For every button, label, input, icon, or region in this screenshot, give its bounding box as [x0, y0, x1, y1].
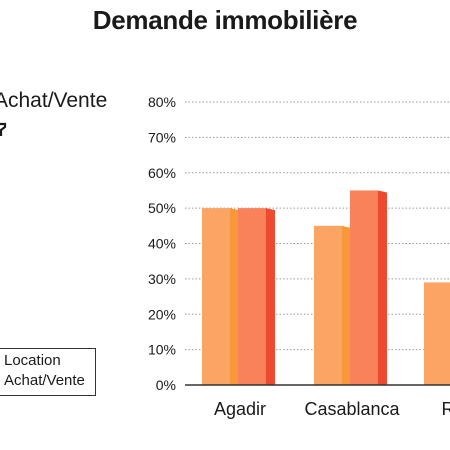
bar-r-location — [424, 282, 450, 385]
chart-title: Demande immobilière — [92, 5, 358, 35]
legend-item-location: Location — [4, 352, 61, 369]
bars — [202, 190, 450, 385]
category-labels: Agadir Casablanca R — [214, 399, 450, 419]
y-tick-label: 20% — [148, 306, 176, 322]
legend-item-achat-vente: Achat/Vente — [4, 372, 85, 389]
bar-agadir-location — [202, 208, 239, 385]
bar-front — [350, 190, 378, 385]
y-tick-label: 0% — [156, 377, 176, 393]
bar-agadir-achat-vente — [238, 208, 275, 385]
legend-side-mark-icon — [0, 122, 7, 136]
bar-side — [342, 225, 351, 385]
y-tick-label: 70% — [148, 129, 176, 145]
y-tick-label: 80% — [148, 94, 176, 110]
bar-front — [314, 225, 342, 385]
bar-front — [238, 208, 266, 385]
y-tick-label: 30% — [148, 271, 176, 287]
bar-front — [424, 282, 450, 385]
bar-casablanca-location — [314, 225, 351, 385]
bar-front — [202, 208, 230, 385]
y-tick-label: 10% — [148, 342, 176, 358]
x-category-label: R — [442, 399, 450, 419]
legend-box: Location Achat/Vente — [0, 348, 96, 396]
legend-side-label: Achat/Vente — [0, 89, 108, 112]
y-axis-ticks: 0% 10% 20% 30% 40% 50% 60% 70% 80% — [148, 94, 176, 393]
bar-side — [378, 190, 387, 385]
x-category-label: Agadir — [214, 399, 266, 419]
y-tick-label: 50% — [148, 200, 176, 216]
bar-side — [230, 208, 239, 385]
bar-casablanca-achat-vente — [350, 190, 387, 385]
x-category-label: Casablanca — [304, 399, 400, 419]
y-tick-label: 60% — [148, 165, 176, 181]
bar-side — [266, 208, 275, 385]
y-tick-label: 40% — [148, 236, 176, 252]
